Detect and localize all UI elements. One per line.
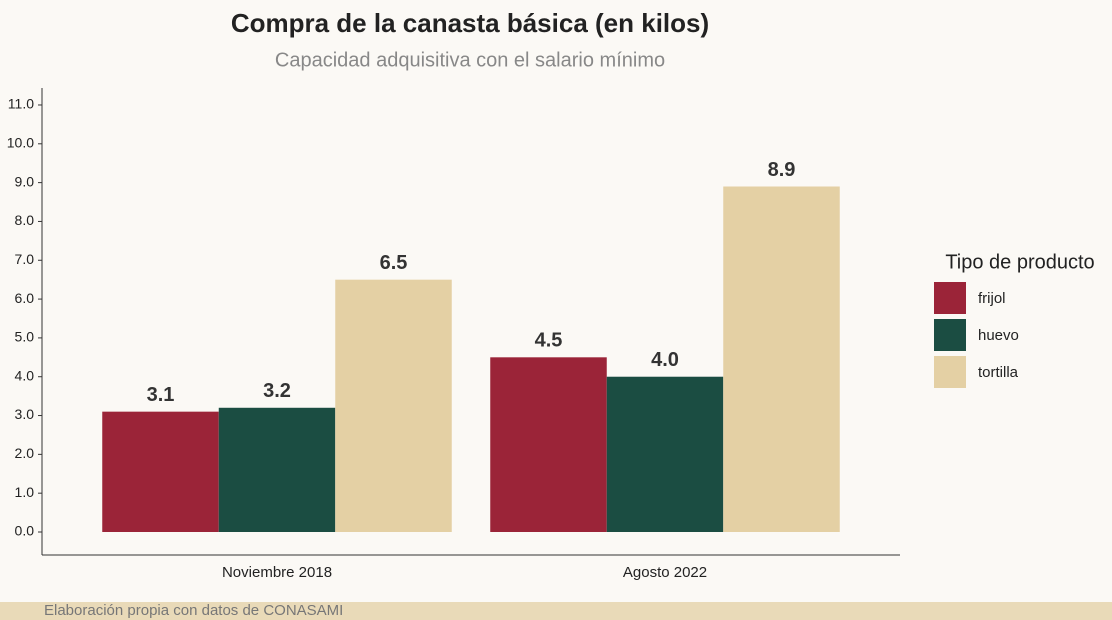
legend-label: huevo (978, 327, 1019, 344)
value-label: 3.2 (263, 380, 291, 402)
y-tick-label: 5.0 (15, 329, 35, 345)
y-tick-label: 6.0 (15, 290, 35, 306)
legend-swatch (934, 356, 966, 388)
value-label: 3.1 (147, 384, 175, 406)
legend-swatch (934, 319, 966, 351)
bar (335, 279, 452, 532)
x-tick-label: Agosto 2022 (623, 564, 707, 581)
y-tick-label: 9.0 (15, 173, 35, 189)
value-label: 4.0 (651, 349, 679, 371)
y-tick-label: 10.0 (7, 135, 34, 151)
y-tick-label: 2.0 (15, 445, 35, 461)
legend-label: tortilla (978, 364, 1019, 381)
legend-swatch (934, 282, 966, 314)
y-tick-label: 8.0 (15, 212, 35, 228)
value-label: 8.9 (768, 159, 796, 181)
bar (102, 411, 219, 532)
x-tick-label: Noviembre 2018 (222, 564, 332, 581)
chart-subtitle: Capacidad adquisitiva con el salario mín… (275, 49, 665, 71)
legend-title: Tipo de producto (945, 251, 1094, 273)
y-tick-label: 0.0 (15, 523, 35, 539)
y-tick-label: 3.0 (15, 406, 35, 422)
chart-title: Compra de la canasta básica (en kilos) (231, 8, 709, 38)
legend-label: frijol (978, 290, 1006, 307)
y-tick-label: 1.0 (15, 484, 35, 500)
bar (218, 407, 336, 532)
y-tick-label: 7.0 (15, 251, 35, 267)
y-tick-label: 4.0 (15, 367, 35, 383)
y-tick-label: 11.0 (8, 96, 34, 112)
value-label: 4.5 (535, 330, 563, 352)
bar (606, 376, 724, 532)
footer-band (0, 602, 1112, 620)
bar (723, 186, 840, 532)
value-label: 6.5 (380, 252, 408, 274)
bar (490, 357, 607, 532)
source-note: Elaboración propia con datos de CONASAMI (44, 602, 343, 619)
